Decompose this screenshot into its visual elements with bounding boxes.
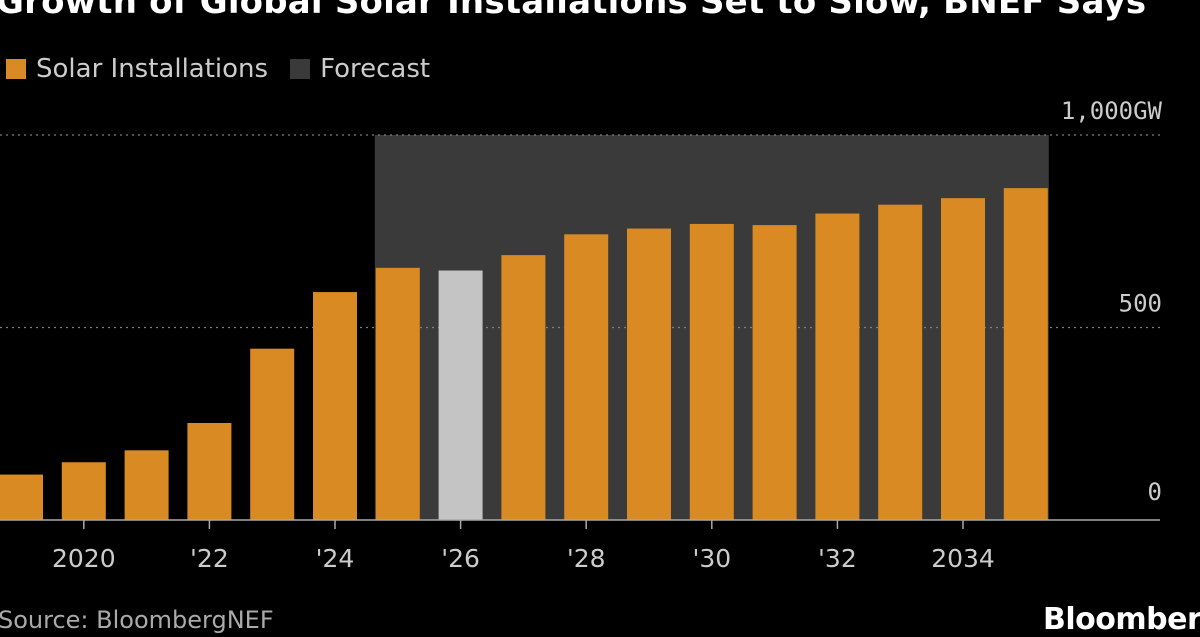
bar — [313, 292, 357, 520]
bar — [627, 228, 671, 520]
y-tick-label: 0 — [1148, 478, 1162, 506]
y-tick-label: 1,000GW — [1061, 97, 1163, 125]
bar — [1003, 188, 1048, 520]
chart-title: Growth of Global Solar Installations Set… — [0, 0, 1147, 22]
bar — [689, 223, 734, 520]
x-tick-label: 2020 — [52, 544, 116, 573]
bar — [124, 450, 169, 520]
bar — [61, 462, 106, 520]
bar-highlighted — [438, 270, 483, 520]
bar — [375, 267, 420, 520]
bar — [501, 255, 546, 520]
bar — [815, 213, 860, 521]
bar — [752, 225, 797, 520]
y-tick-label: 500 — [1119, 290, 1162, 318]
legend-swatch-solar-installations — [6, 59, 26, 79]
legend-swatch-forecast — [290, 59, 311, 79]
x-tick-label: '22 — [190, 544, 229, 573]
bar — [187, 422, 232, 520]
x-tick-label: '28 — [567, 544, 606, 573]
bar — [250, 348, 295, 520]
x-tick-label: '24 — [316, 544, 355, 573]
legend: Solar Installations Forecast — [6, 54, 452, 84]
x-tick-label: 2034 — [931, 544, 995, 573]
bloomberg-logo: Bloomberg — [1043, 602, 1200, 637]
legend-label-forecast: Forecast — [320, 54, 431, 84]
bar — [878, 204, 923, 520]
bar — [564, 234, 609, 520]
x-tick-label: '30 — [692, 544, 731, 573]
legend-label-solar-installations: Solar Installations — [36, 54, 269, 84]
x-tick-label: '32 — [818, 544, 857, 573]
legend-item-forecast: Forecast — [290, 54, 430, 84]
bar — [0, 474, 43, 520]
bar — [941, 198, 985, 520]
x-tick-label: '26 — [441, 544, 480, 573]
legend-item-solar-installations: Solar Installations — [6, 54, 268, 84]
source-note: Source: BloombergNEF — [0, 606, 274, 634]
